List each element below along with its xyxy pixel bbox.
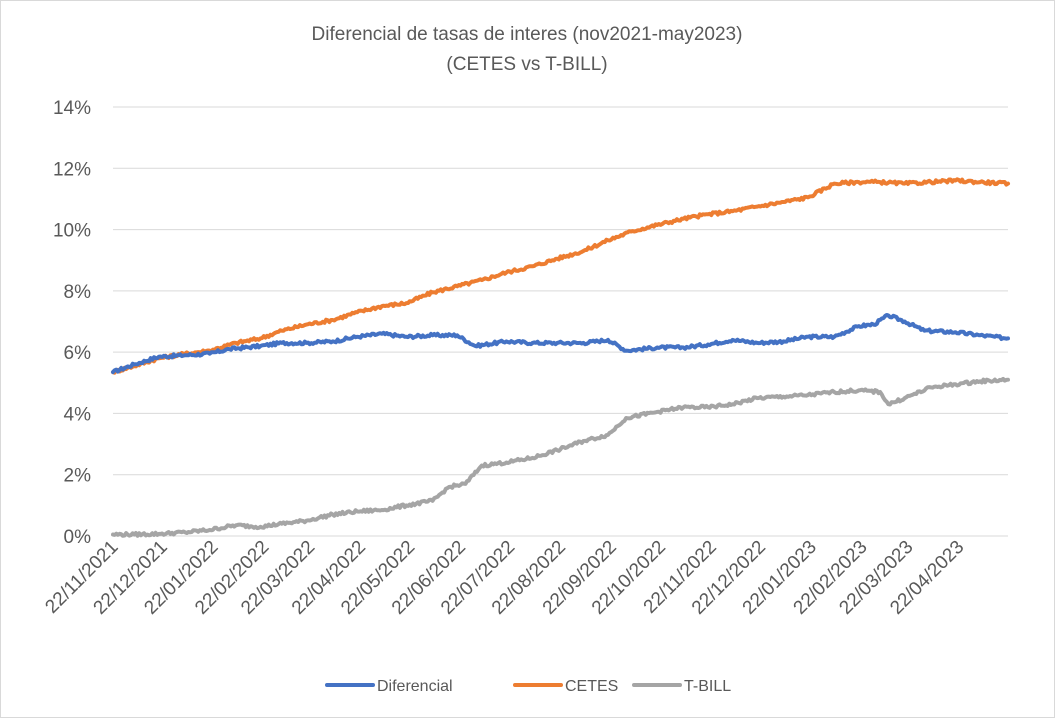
legend-label: T-BILL [684,678,731,695]
y-tick-label: 2% [64,466,92,487]
legend-label: CETES [565,678,618,695]
y-tick-label: 14% [53,98,91,119]
chart-title: Diferencial de tasas de interes (nov2021… [312,24,743,45]
y-tick-label: 4% [64,404,92,425]
legend: Diferencial CETES T-BILL [325,678,731,695]
y-tick-label: 12% [53,159,91,180]
y-tick-label: 0% [64,527,92,548]
gridlines [113,106,1008,537]
y-axis-ticks: 0% 2% 4% 6% 8% 10% 12% 14% [53,98,91,548]
chart-subtitle: (CETES vs T-BILL) [446,54,607,75]
y-tick-label: 8% [64,282,92,303]
series-lines [111,177,1010,538]
y-tick-label: 6% [64,343,92,364]
series-line-t-bill [111,376,1010,538]
series-line-cetes [111,177,1010,375]
series-line-diferencial [111,313,1010,375]
legend-label: Diferencial [377,678,453,695]
x-axis-ticks: 22/11/202122/12/202122/01/202222/02/2022… [41,537,968,619]
y-tick-label: 10% [53,221,91,242]
